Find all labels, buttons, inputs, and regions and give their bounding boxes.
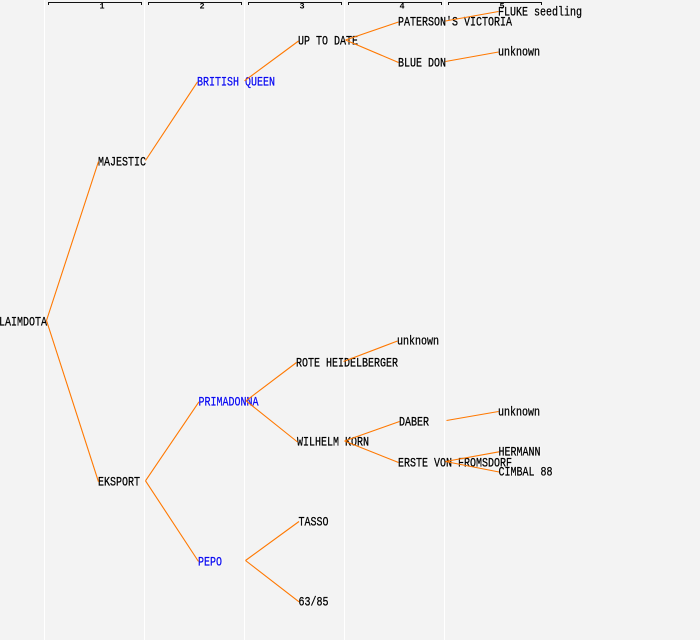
svg-text:4: 4 [399, 2, 404, 12]
svg-text:1: 1 [99, 2, 104, 12]
svg-text:5: 5 [499, 2, 504, 12]
svg-text:2: 2 [199, 2, 204, 12]
svg-text:3: 3 [299, 2, 304, 12]
